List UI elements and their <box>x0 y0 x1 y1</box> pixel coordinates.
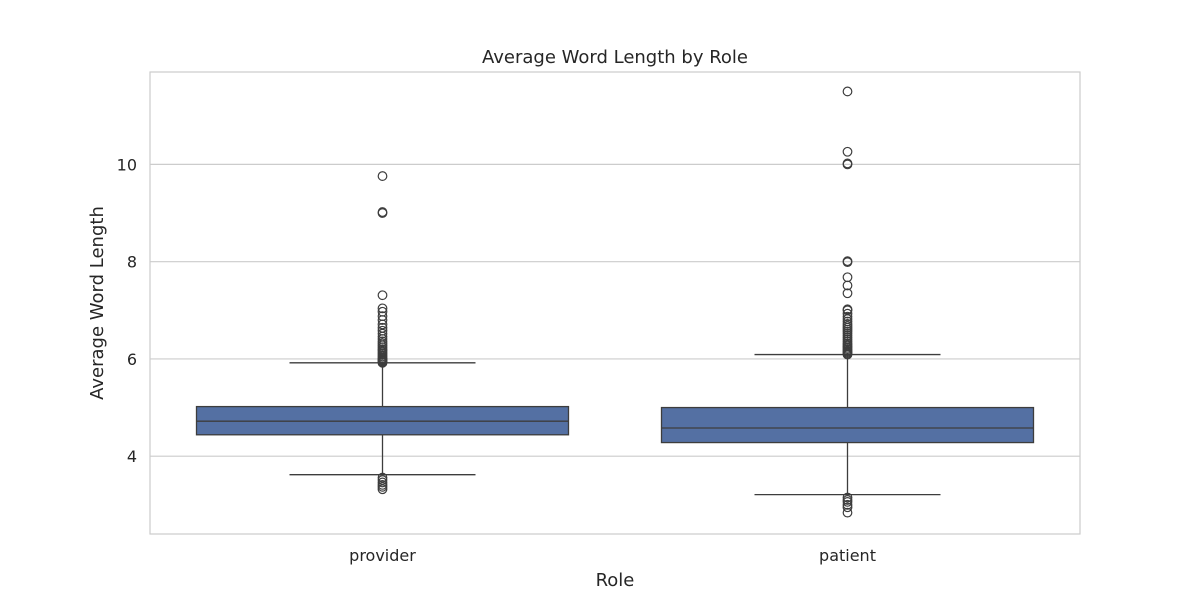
outlier-point <box>377 336 388 347</box>
outlier-point <box>377 207 388 217</box>
plot-frame <box>149 71 1081 535</box>
chart-title: Average Word Length by Role <box>482 47 748 68</box>
outlier-point <box>842 507 853 518</box>
outlier-point <box>377 171 388 181</box>
outlier-point <box>842 316 853 327</box>
x-tick-labels: provider patient <box>349 546 876 565</box>
outlier-point <box>842 319 853 329</box>
plot-area <box>195 86 1035 518</box>
outlier-point <box>377 311 388 322</box>
y-axis-label: Average Word Length <box>87 206 108 400</box>
x-axis-label: Role <box>596 570 635 591</box>
y-tick-label: 10 <box>117 155 137 174</box>
outlier-point <box>377 472 388 483</box>
outlier-point <box>842 497 853 507</box>
outlier-point <box>842 304 853 315</box>
y-tick-labels: 4 6 8 10 <box>117 155 137 466</box>
y-tick-label: 4 <box>127 447 137 466</box>
outlier-point <box>377 481 388 492</box>
outlier-point <box>842 499 853 510</box>
outlier-point <box>377 484 388 495</box>
outlier-point <box>377 303 388 314</box>
grid-lines <box>150 163 1080 457</box>
outlier-point <box>377 290 388 301</box>
outlier-point <box>842 288 853 299</box>
outlier-point <box>842 272 853 283</box>
y-tick-label: 8 <box>127 253 137 272</box>
outlier-point <box>377 475 388 485</box>
outlier-point <box>842 86 853 97</box>
outlier-point <box>842 502 853 513</box>
outlier-point <box>377 328 388 339</box>
outlier-point <box>377 322 388 333</box>
outlier-point <box>842 256 853 267</box>
x-tick-label-patient: patient <box>819 546 876 565</box>
outlier-point <box>842 311 853 322</box>
y-tick-label: 6 <box>127 350 137 369</box>
outlier-point <box>842 158 853 169</box>
outlier-point <box>377 306 388 317</box>
outlier-point <box>842 146 853 157</box>
outlier-point <box>842 308 853 319</box>
x-tick-label-provider: provider <box>349 546 416 565</box>
outlier-point <box>842 492 853 503</box>
box-group-patient <box>660 86 1035 518</box>
box-iqr <box>660 406 1035 444</box>
box-group-provider <box>195 171 570 495</box>
outlier-point <box>377 477 388 488</box>
outlier-point <box>377 325 388 336</box>
